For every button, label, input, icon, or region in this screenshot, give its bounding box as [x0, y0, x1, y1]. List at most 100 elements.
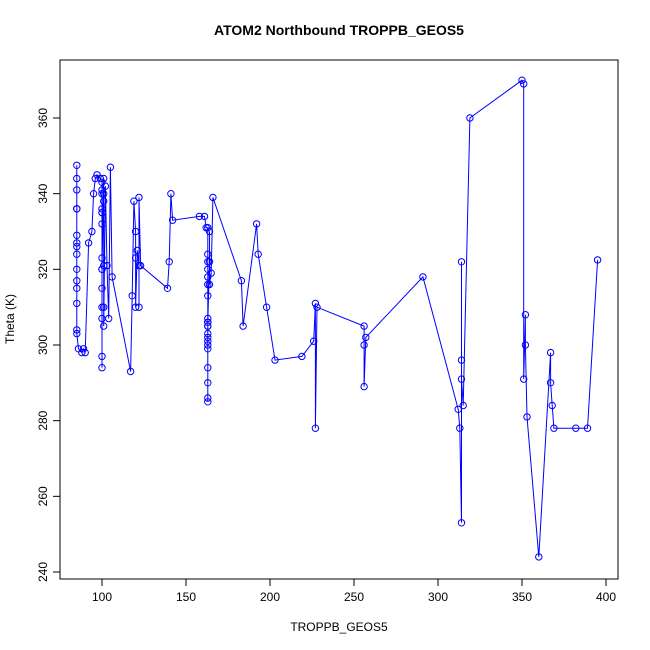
data-point — [518, 76, 526, 84]
data-point — [360, 322, 368, 330]
data-point — [204, 379, 212, 387]
data-point — [73, 205, 81, 213]
data-point — [100, 303, 108, 311]
data-point — [520, 80, 528, 88]
data-point — [98, 208, 106, 217]
data-point — [204, 341, 212, 349]
data-point — [98, 205, 106, 213]
data-point — [100, 190, 108, 198]
data-point — [362, 333, 370, 342]
data-point — [200, 212, 209, 221]
data-point — [165, 258, 173, 266]
x-axis-label: TROPPB_GEOS5 — [290, 620, 388, 634]
data-point — [204, 314, 212, 323]
data-point — [98, 265, 106, 273]
data-point — [101, 182, 110, 190]
data-point — [108, 273, 116, 281]
data-point — [548, 401, 556, 410]
data-point — [136, 261, 145, 270]
data-point — [204, 333, 212, 342]
x-tick-label: 200 — [260, 590, 280, 604]
data-point — [100, 322, 108, 330]
data-point — [204, 292, 212, 300]
x-tick-label: 400 — [596, 590, 616, 604]
y-tick-label: 360 — [36, 108, 50, 128]
data-point — [298, 352, 306, 361]
data-point — [73, 242, 81, 251]
y-axis: 240 260 280 300 320 340 360 — [36, 108, 61, 582]
data-point — [205, 227, 214, 236]
data-point — [207, 269, 215, 277]
y-tick-label: 260 — [36, 486, 50, 506]
y-tick-label: 280 — [36, 410, 50, 430]
data-point — [105, 314, 113, 323]
data-point — [128, 292, 136, 300]
data-point — [457, 375, 466, 383]
data-point — [546, 348, 555, 357]
data-point — [135, 303, 143, 311]
data-point — [205, 280, 214, 289]
data-point — [130, 197, 138, 205]
data-point — [313, 303, 321, 311]
data-point — [311, 424, 320, 432]
data-point — [454, 405, 462, 413]
data-point — [419, 273, 427, 281]
y-tick-label: 300 — [36, 335, 50, 355]
data-point — [81, 348, 89, 357]
data-point — [239, 322, 247, 330]
data-point — [271, 356, 279, 364]
data-point — [98, 284, 106, 292]
data-point — [73, 239, 81, 247]
data-point — [98, 352, 106, 361]
x-tick-label: 250 — [344, 590, 364, 604]
data-point — [131, 227, 140, 236]
x-tick-label: 300 — [428, 590, 448, 604]
data-point — [73, 284, 81, 292]
data-point — [100, 174, 108, 183]
data-point — [252, 220, 261, 228]
data-point — [254, 250, 262, 258]
data-point — [583, 424, 592, 432]
data-point — [73, 186, 81, 194]
data-point — [204, 322, 212, 330]
data-point — [204, 398, 212, 406]
data-point — [100, 261, 108, 270]
data-point — [100, 197, 108, 205]
data-point — [466, 114, 474, 122]
data-point — [360, 382, 368, 391]
data-point — [593, 256, 602, 264]
data-point — [209, 193, 217, 202]
data-point — [204, 318, 212, 326]
data-point — [79, 345, 88, 353]
data-point — [73, 265, 81, 273]
y-tick-label: 240 — [36, 562, 50, 582]
data-point — [204, 345, 212, 353]
data-point — [521, 311, 530, 319]
chart-title: ATOM2 Northbound TROPPB_GEOS5 — [214, 22, 464, 38]
data-point — [521, 341, 530, 349]
data-point — [98, 254, 106, 262]
data-point — [535, 553, 543, 561]
data-point — [135, 193, 143, 202]
data-point — [457, 356, 466, 364]
data-point — [456, 424, 464, 432]
data-point — [459, 401, 467, 410]
data-point — [205, 258, 214, 266]
data-point — [457, 519, 466, 527]
data-point — [237, 277, 246, 285]
data-point — [131, 303, 140, 311]
data-point — [88, 227, 96, 236]
data-point — [96, 174, 105, 183]
data-point — [98, 364, 106, 372]
data-point — [520, 375, 528, 383]
x-axis: 100 150 200 250 300 350 400 — [92, 578, 616, 604]
data-point — [73, 161, 81, 170]
data-point — [204, 337, 212, 345]
data-point — [91, 174, 100, 183]
data-point — [572, 424, 580, 432]
data-point — [131, 254, 140, 262]
data-point — [73, 231, 81, 240]
data-point — [262, 303, 271, 311]
x-tick-label: 100 — [92, 590, 112, 604]
